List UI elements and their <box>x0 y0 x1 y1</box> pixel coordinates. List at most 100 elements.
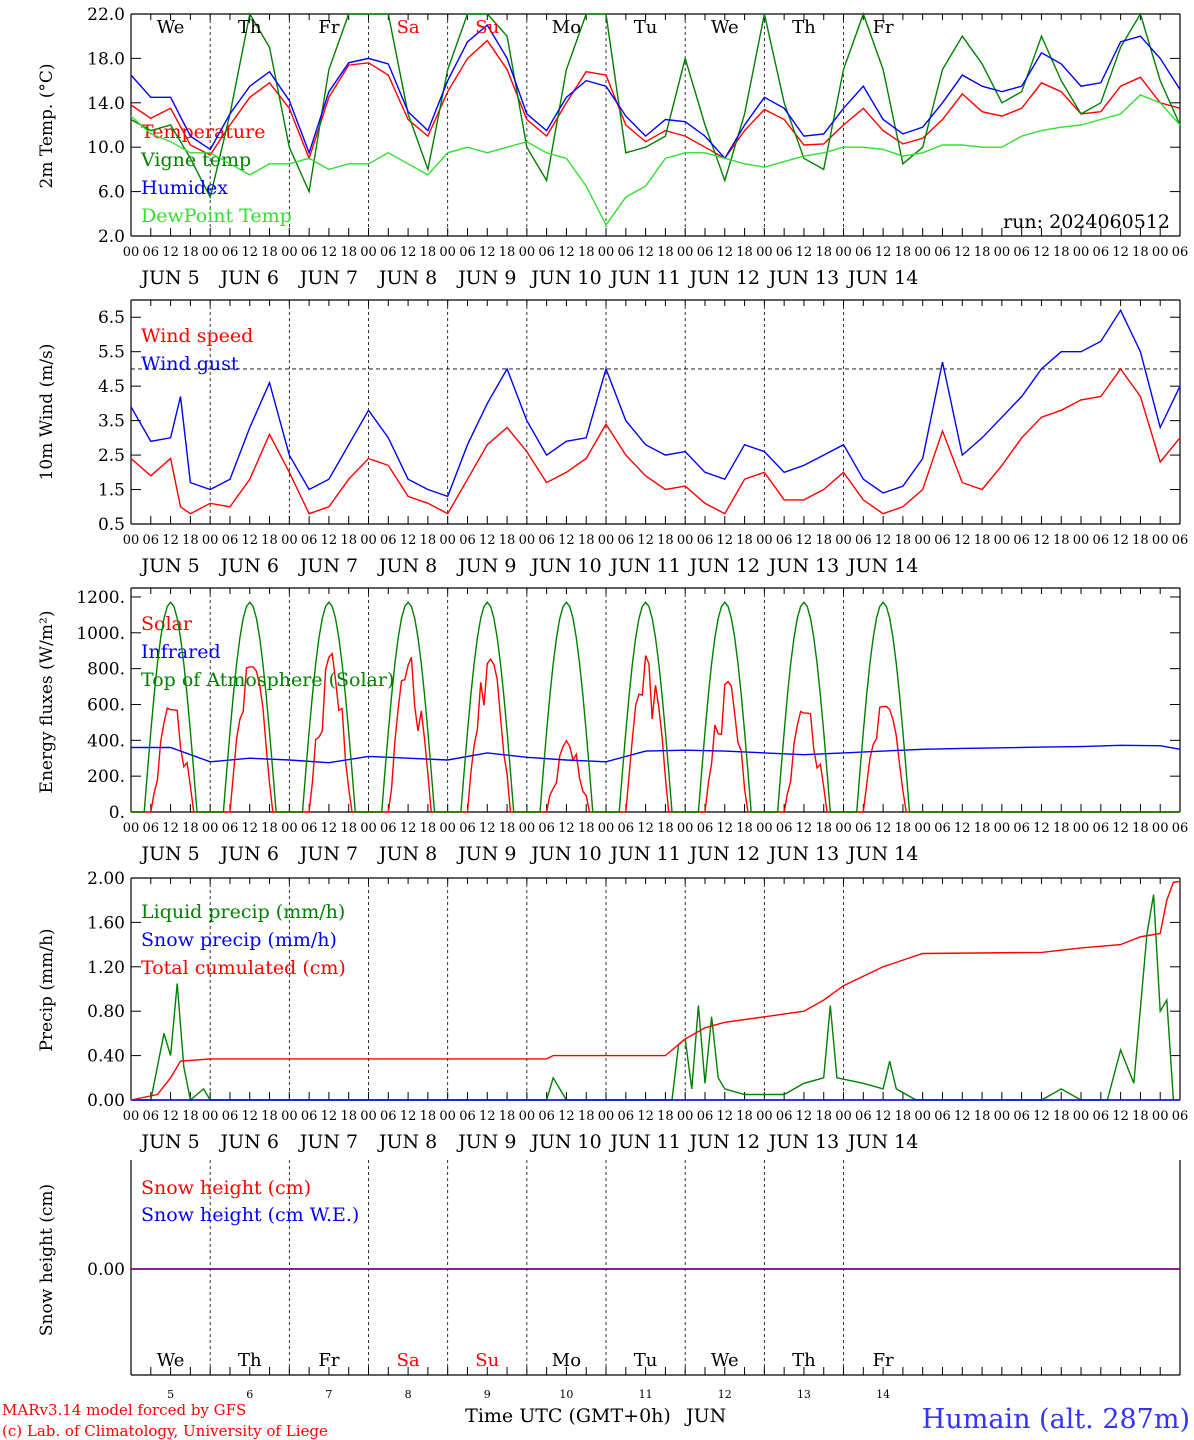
weekday-label-bottom: Mo <box>552 1350 581 1371</box>
hour-tick-label: 18 <box>657 821 674 836</box>
hour-tick-label: 18 <box>499 1109 516 1124</box>
hour-tick-label: 00 <box>598 533 615 548</box>
x-axis-title: Time UTC (GMT+0h) <box>465 1405 671 1427</box>
hour-tick-label: 12 <box>637 245 654 260</box>
panel-5 <box>130 1160 1181 1376</box>
hour-tick-label: 06 <box>143 1109 160 1124</box>
lab-credit: (c) Lab. of Climatology, University of L… <box>2 1422 328 1440</box>
y-tick-label: 0.5 <box>98 515 125 535</box>
hour-tick-label: 12 <box>1033 245 1050 260</box>
y-tick-label: 18.0 <box>87 49 125 69</box>
date-label: JUN 8 <box>377 267 437 289</box>
hour-tick-label: 12 <box>637 1109 654 1124</box>
hour-tick-label: 06 <box>1093 1109 1110 1124</box>
series-total-cumulated-cm- <box>130 880 1181 1101</box>
hour-tick-label: 18 <box>736 533 753 548</box>
hour-tick-label: 18 <box>340 821 357 836</box>
date-number-label: 13 <box>797 1388 811 1401</box>
hour-tick-label: 00 <box>123 245 140 260</box>
hour-tick-label: 18 <box>578 533 595 548</box>
hour-tick-label: 12 <box>1112 821 1129 836</box>
date-number-label: 9 <box>484 1388 491 1401</box>
y-tick-label: 6.0 <box>98 183 125 203</box>
hour-tick-label: 06 <box>776 1109 793 1124</box>
weekday-label-top: Tu <box>634 17 658 38</box>
weekday-label-bottom: Th <box>792 1350 816 1371</box>
hour-tick-label: 06 <box>1013 1109 1030 1124</box>
hour-tick-label: 06 <box>697 245 714 260</box>
hour-tick-label: 06 <box>618 821 635 836</box>
hour-tick-label: 12 <box>400 1109 417 1124</box>
hour-tick-label: 12 <box>321 245 338 260</box>
hour-tick-label: 12 <box>241 533 258 548</box>
hour-tick-label: 06 <box>538 533 555 548</box>
hour-tick-label: 12 <box>558 821 575 836</box>
hour-tick-label: 06 <box>934 1109 951 1124</box>
hour-tick-label: 06 <box>697 821 714 836</box>
weekday-label-bottom: Tu <box>634 1350 658 1371</box>
y-axis-label: Precip (mm/h) <box>37 928 57 1051</box>
hour-tick-label: 00 <box>360 1109 377 1124</box>
hour-tick-label: 12 <box>241 1109 258 1124</box>
hour-tick-label: 06 <box>380 821 397 836</box>
hour-tick-label: 12 <box>321 821 338 836</box>
hour-tick-label: 00 <box>1152 1109 1169 1124</box>
hour-tick-label: 06 <box>855 533 872 548</box>
hour-tick-label: 06 <box>459 533 476 548</box>
hour-tick-label: 00 <box>994 821 1011 836</box>
hour-tick-label: 12 <box>162 821 179 836</box>
hour-tick-label: 18 <box>182 533 199 548</box>
hour-tick-label: 00 <box>202 821 219 836</box>
date-label: JUN 5 <box>139 843 199 865</box>
date-label: JUN 6 <box>219 843 279 865</box>
hour-tick-label: 12 <box>558 533 575 548</box>
hour-tick-label: 18 <box>420 1109 437 1124</box>
hour-tick-label: 18 <box>895 1109 912 1124</box>
legend-temperature: Temperature <box>141 121 265 143</box>
hour-tick-label: 12 <box>241 245 258 260</box>
date-label: JUN 12 <box>688 1131 760 1153</box>
hour-tick-label: 06 <box>143 533 160 548</box>
hour-tick-label: 00 <box>281 245 298 260</box>
weekday-label-bottom: Fr <box>318 1350 339 1371</box>
hour-tick-label: 12 <box>717 821 734 836</box>
hour-tick-label: 00 <box>1073 821 1090 836</box>
hour-tick-label: 06 <box>1172 1109 1189 1124</box>
panel-2 <box>130 299 1181 525</box>
hour-tick-label: 18 <box>1132 1109 1149 1124</box>
hour-tick-label: 00 <box>835 533 852 548</box>
hour-tick-label: 18 <box>182 821 199 836</box>
hour-tick-label: 06 <box>697 1109 714 1124</box>
date-label: JUN 10 <box>529 555 601 577</box>
date-label: JUN 7 <box>298 267 358 289</box>
date-label: JUN 5 <box>139 555 199 577</box>
hour-tick-label: 06 <box>618 533 635 548</box>
hour-tick-label: 18 <box>657 533 674 548</box>
legend-vigne-temp: Vigne temp <box>140 149 251 171</box>
weekday-label-bottom: Su <box>475 1350 499 1371</box>
y-axis-label: Snow height (cm) <box>37 1184 57 1336</box>
hour-tick-label: 00 <box>835 821 852 836</box>
hour-tick-label: 12 <box>954 533 971 548</box>
date-number-label: 12 <box>718 1388 732 1401</box>
hour-tick-label: 00 <box>994 1109 1011 1124</box>
hour-tick-label: 06 <box>934 245 951 260</box>
date-label: JUN 8 <box>377 1131 437 1153</box>
hour-tick-label: 18 <box>974 533 991 548</box>
hour-tick-label: 00 <box>281 821 298 836</box>
hour-tick-label: 00 <box>677 245 694 260</box>
hour-tick-label: 18 <box>578 821 595 836</box>
hour-tick-label: 18 <box>1132 533 1149 548</box>
hour-tick-label: 06 <box>301 245 318 260</box>
date-label: JUN 13 <box>767 555 839 577</box>
date-number-label: 10 <box>559 1388 573 1401</box>
hour-tick-label: 00 <box>439 821 456 836</box>
date-label: JUN 6 <box>219 555 279 577</box>
hour-tick-label: 06 <box>1093 821 1110 836</box>
y-tick-label: 3.5 <box>98 412 125 432</box>
hour-tick-label: 12 <box>875 821 892 836</box>
hour-tick-label: 06 <box>222 533 239 548</box>
date-label: JUN 13 <box>767 843 839 865</box>
date-label: JUN 13 <box>767 1131 839 1153</box>
hour-tick-label: 06 <box>301 821 318 836</box>
